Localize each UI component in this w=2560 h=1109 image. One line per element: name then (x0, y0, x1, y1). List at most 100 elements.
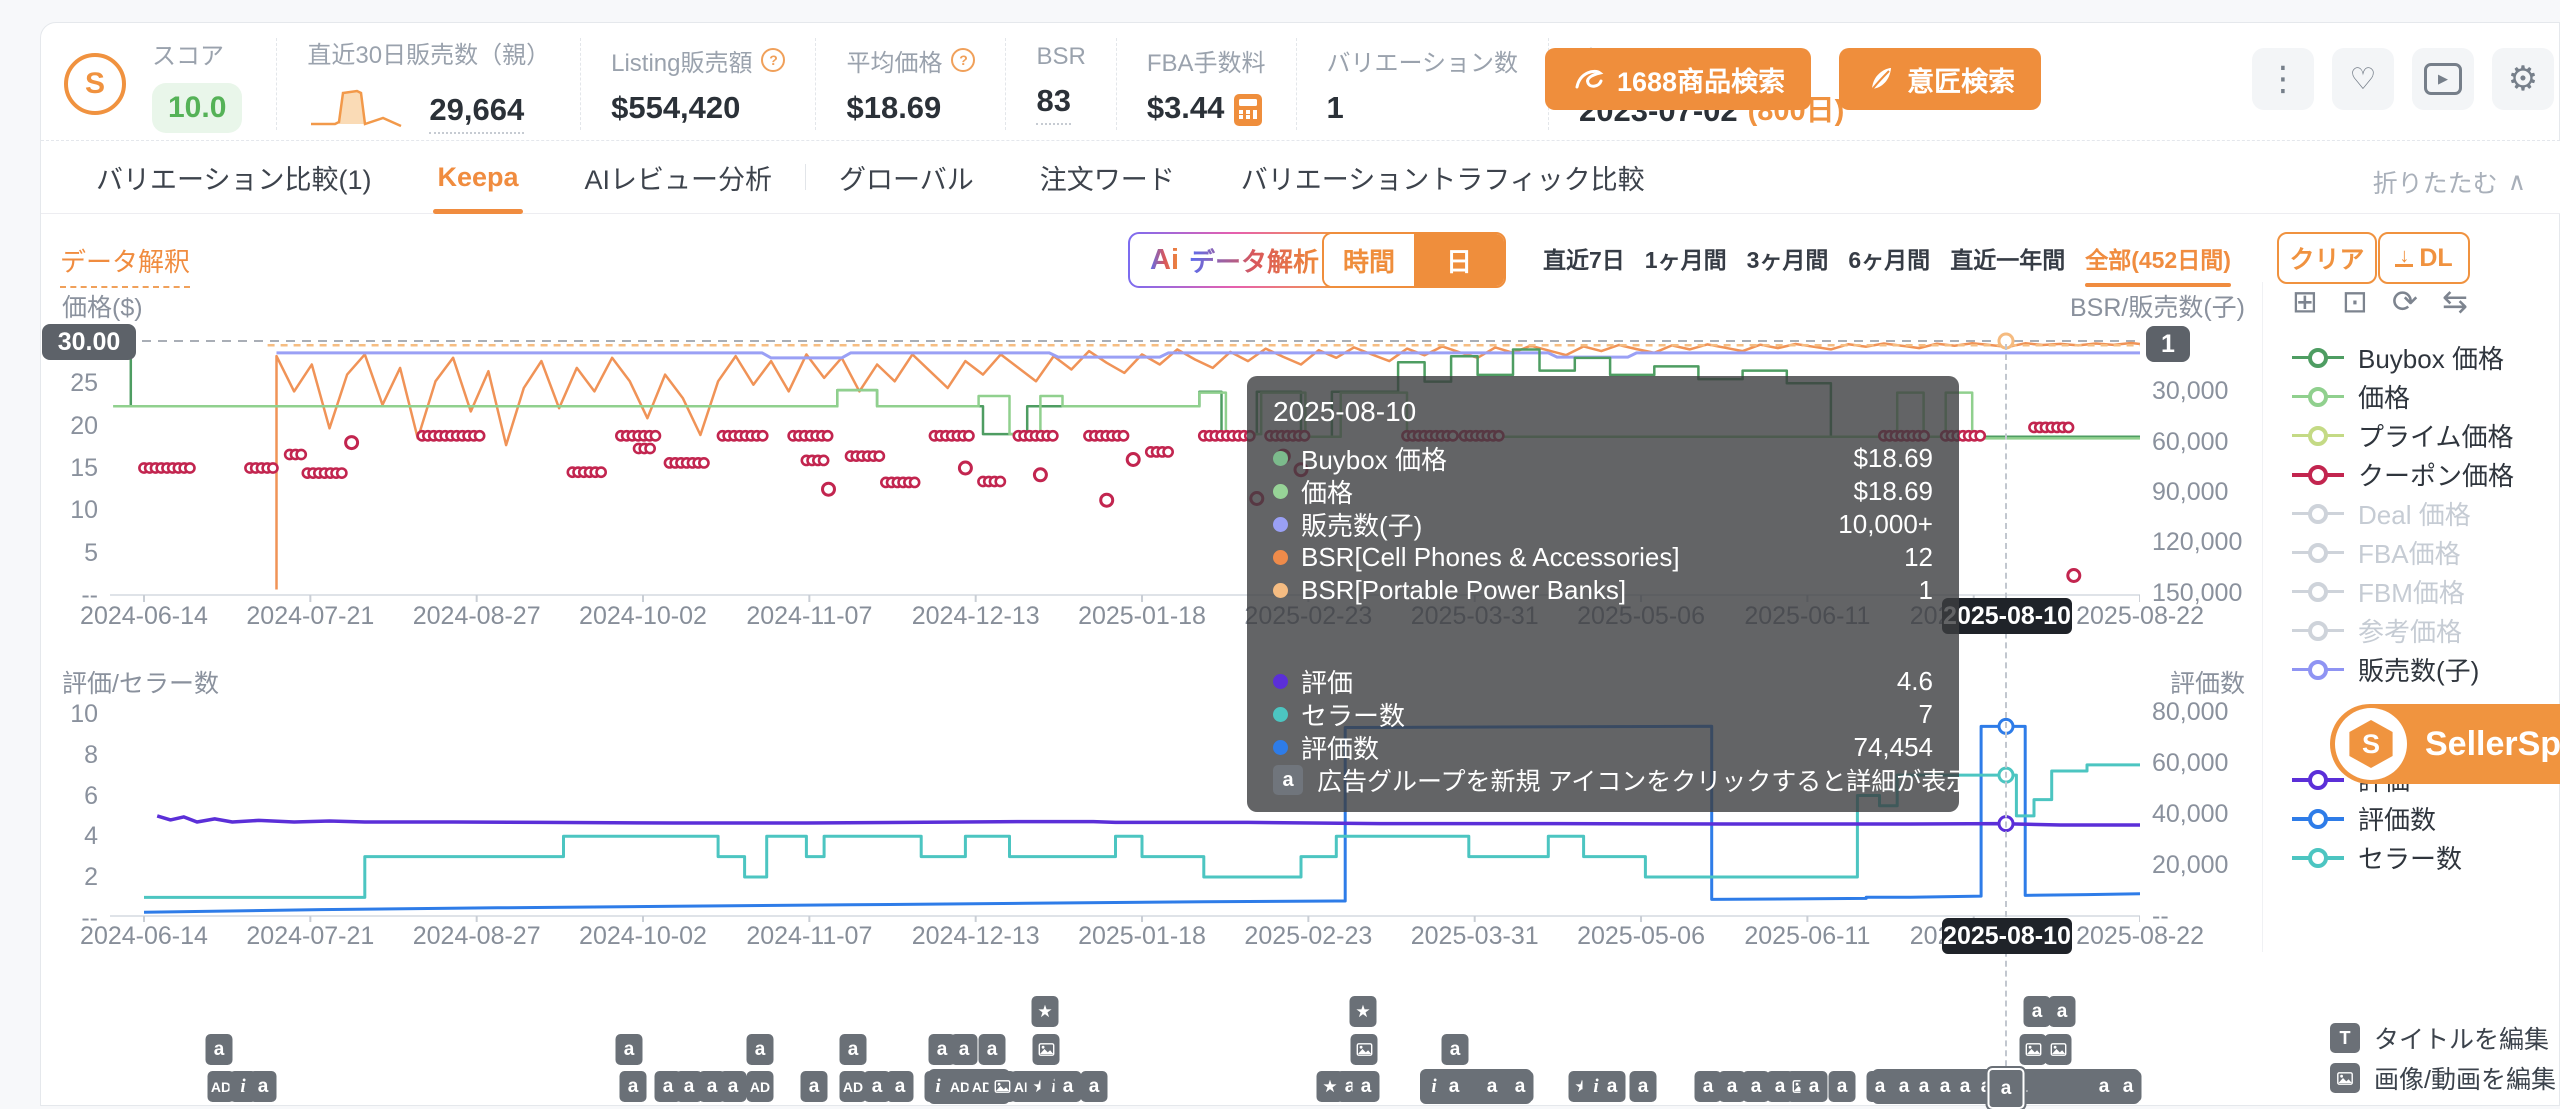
price-legend-list: Buybox 価格 価格 プライム価格 クーポン価格 Deal 価格 FBA価格 FBM価格… (2292, 338, 2514, 689)
timeline-marker-a[interactable]: a (1800, 1071, 1828, 1102)
timeline-marker-star[interactable]: ★ (1349, 996, 1377, 1027)
collapse-toggle[interactable]: 折りたたむ ∧ (2372, 168, 2526, 198)
timeline-marker-a[interactable]: a (1598, 1071, 1626, 1102)
legend-item[interactable]: プライム価格 (2292, 416, 2514, 455)
range-1[interactable]: 1ヶ月間 (1644, 247, 1727, 273)
tab-2[interactable]: AIレビュー分析 (584, 164, 773, 195)
timeline-marker-a[interactable]: a (1054, 1071, 1082, 1102)
legend-item[interactable]: Buybox 価格 (2292, 338, 2514, 377)
timeline-marker-a[interactable]: a (1478, 1071, 1506, 1102)
timeline-marker-a[interactable]: a (886, 1071, 914, 1102)
legend-item[interactable]: FBM価格 (2292, 572, 2514, 611)
legend-item[interactable]: Deal 価格 (2292, 494, 2514, 533)
x-tick: 2024-10-02 (579, 922, 707, 950)
range-5[interactable]: 全部(452日間) (2085, 241, 2231, 287)
timeline-marker-a[interactable]: a (1352, 1071, 1380, 1102)
refresh-icon[interactable]: ⟳ (2391, 284, 2418, 319)
heart-icon[interactable]: ♡ (2332, 48, 2394, 110)
timeline-marker-a[interactable]: a (800, 1071, 828, 1102)
timeline-marker-a[interactable]: a (1506, 1071, 1534, 1102)
help-icon[interactable]: ? (951, 48, 976, 72)
timeline-marker-a[interactable]: a (675, 1071, 703, 1102)
timeline-marker-a[interactable]: a (2114, 1071, 2142, 1102)
timeline-marker-img[interactable] (1032, 1034, 1060, 1065)
timeline-legend-0[interactable]: T タイトルを編集 (2330, 1020, 2549, 1056)
timeline-marker-ad[interactable]: AD (839, 1071, 867, 1102)
price-bsr-chart[interactable] (110, 330, 2140, 602)
gear-icon[interactable]: ⚙ (2492, 48, 2554, 110)
timeline-marker-ad[interactable]: AD (746, 1071, 774, 1102)
range-2[interactable]: 3ヶ月間 (1746, 247, 1829, 273)
timeline-marker-a[interactable]: a (1694, 1071, 1722, 1102)
range-4[interactable]: 直近一年間 (1950, 247, 2066, 273)
timeline-marker-a[interactable]: a (2090, 1071, 2118, 1102)
legend-item[interactable]: 販売数(子) (2292, 650, 2514, 689)
timeline-marker-a[interactable]: a (205, 1034, 233, 1065)
timeline-marker-img[interactable] (2019, 1034, 2047, 1065)
download-button[interactable]: ↓ DL (2378, 232, 2470, 284)
tooltip-row: 価格 $18.69 (1273, 475, 1933, 508)
toggle-日[interactable]: 日 (1414, 234, 1504, 286)
help-icon[interactable]: ? (761, 48, 786, 72)
toggle-時間[interactable]: 時間 (1324, 234, 1414, 286)
video-icon[interactable]: ▶ (2412, 48, 2474, 110)
timeline-marker-a[interactable]: a (1987, 1068, 2025, 1109)
timeline-marker-star[interactable]: ★ (1031, 996, 1059, 1027)
timeline-marker-a[interactable]: a (1629, 1071, 1657, 1102)
clear-button[interactable]: クリア (2277, 232, 2377, 284)
series-dot (1273, 451, 1288, 466)
tab-5[interactable]: バリエーショントラフィック比較 (1240, 164, 1645, 195)
timeline-marker-a[interactable]: a (249, 1071, 277, 1102)
timeline-marker-a[interactable]: a (1441, 1034, 1469, 1065)
timeline-marker-a[interactable]: a (746, 1034, 774, 1065)
stat-3: BSR 83 (1005, 38, 1115, 130)
timeline-marker-a[interactable]: a (1828, 1071, 1856, 1102)
timeline-marker-a[interactable]: a (1718, 1071, 1746, 1102)
timeline-marker-a[interactable]: a (615, 1034, 643, 1065)
design-search-button[interactable]: 意匠検索 (1839, 48, 2042, 110)
sellersprite-badge-icon: S (2335, 708, 2407, 780)
sales-sparkline (311, 89, 402, 127)
timeline-marker-img[interactable] (2044, 1034, 2072, 1065)
score-value: 10.0 (152, 82, 243, 133)
range-0[interactable]: 直近7日 (1543, 247, 1625, 273)
timeline-marker-a[interactable]: a (1440, 1071, 1468, 1102)
swap-icon[interactable]: ⇆ (2441, 284, 2468, 319)
tab-0[interactable]: バリエーション比較(1) (96, 164, 372, 195)
legend-item[interactable]: クーポン価格 (2292, 455, 2514, 494)
tab-3[interactable]: グローバル (839, 164, 974, 195)
legend-item[interactable]: 参考価格 (2292, 611, 2514, 650)
y-tick: 150,000 (2152, 578, 2243, 607)
tab-1[interactable]: Keepa (433, 141, 523, 214)
timeline-marker-a[interactable]: a (1742, 1071, 1770, 1102)
fba-calculator-icon[interactable] (1234, 93, 1263, 126)
timeline-legend-1[interactable]: 画像/動画を編集 (2330, 1060, 2556, 1096)
timeline-marker-a[interactable]: a (839, 1034, 867, 1065)
y-tick: -- (81, 903, 98, 932)
legend-item[interactable]: 評価数 (2292, 799, 2462, 838)
legend-item[interactable]: FBA価格 (2292, 533, 2514, 572)
tooltip-row: Buybox 価格 $18.69 (1273, 442, 1933, 475)
timeline-marker-a[interactable]: a (950, 1034, 978, 1065)
timeline-marker-img[interactable] (1350, 1034, 1378, 1065)
timeline-marker-a[interactable]: a (619, 1071, 647, 1102)
timeline-marker-a[interactable]: a (1866, 1071, 1894, 1102)
range-3[interactable]: 6ヶ月間 (1848, 247, 1931, 273)
ai-analysis-button[interactable]: Ai データ解析 (1128, 232, 1342, 288)
timeline-marker-a[interactable]: a (863, 1071, 891, 1102)
search-1688-button[interactable]: 1688商品検索 (1545, 48, 1812, 110)
tab-4[interactable]: 注文ワード (1039, 164, 1175, 195)
zoom-reset-icon[interactable]: ⊡ (2341, 284, 2368, 319)
data-interpret-link[interactable]: データ解釈 (60, 242, 191, 288)
legend-item[interactable]: セラー数 (2292, 838, 2462, 877)
kebab-icon[interactable]: ⋮ (2252, 48, 2314, 110)
timeline-marker-a[interactable]: a (719, 1071, 747, 1102)
timeline-marker-a[interactable]: a (1080, 1071, 1108, 1102)
timeline-marker-a[interactable]: a (2023, 996, 2051, 1027)
legend-item[interactable]: 価格 (2292, 377, 2514, 416)
x-tick: 2024-12-13 (911, 602, 1040, 630)
timeline-marker-a[interactable]: a (2048, 996, 2076, 1027)
zoom-select-icon[interactable]: ⊞ (2292, 284, 2318, 319)
timeline-marker-a[interactable]: a (978, 1034, 1006, 1065)
